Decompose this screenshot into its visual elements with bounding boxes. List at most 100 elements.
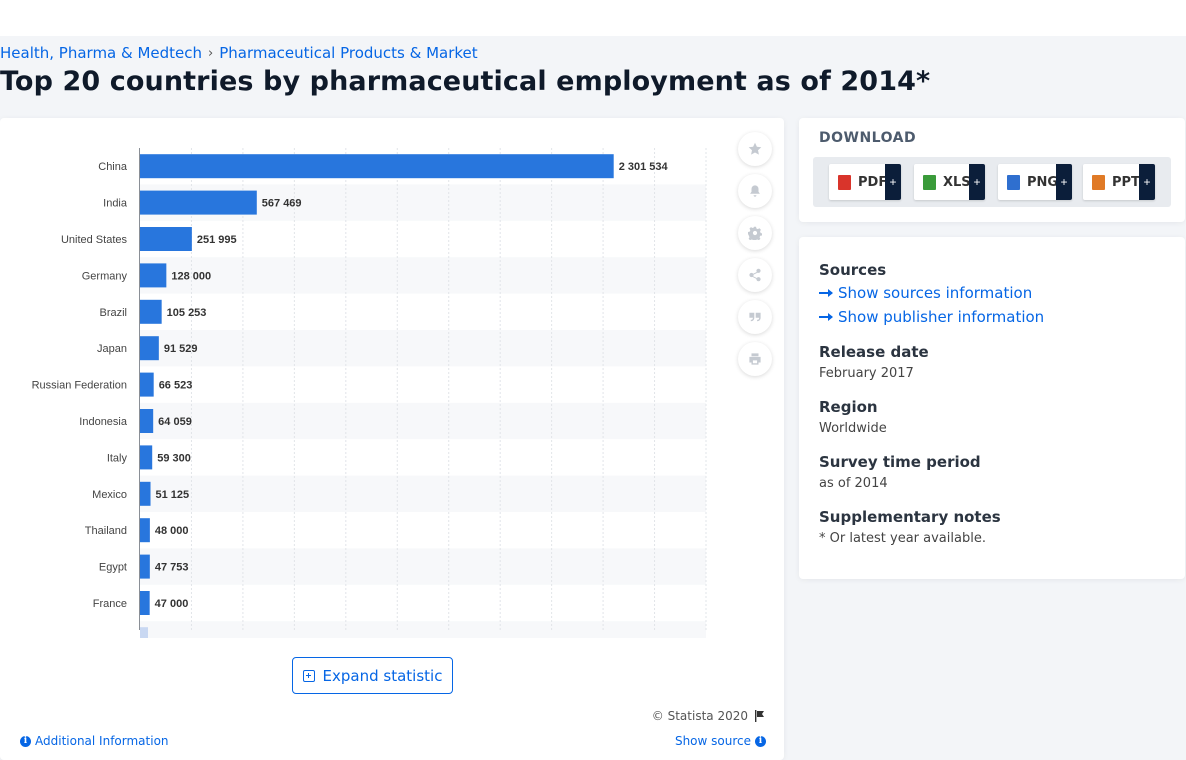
top-bar bbox=[0, 0, 1186, 36]
xls-file-icon bbox=[923, 174, 936, 190]
ppt-file-icon bbox=[1092, 174, 1105, 190]
row-band bbox=[140, 621, 706, 638]
chart-card: China 2 301 534 India 567 469 United States 2… bbox=[0, 118, 784, 760]
category-label: Japan bbox=[97, 343, 127, 355]
category-label: Italy bbox=[107, 452, 128, 464]
bar-china[interactable] bbox=[140, 154, 614, 179]
pdf-file-icon bbox=[838, 174, 851, 190]
png-file-icon bbox=[1007, 174, 1020, 190]
value-label: 2 301 534 bbox=[619, 161, 669, 173]
release-date-value: February 2017 bbox=[819, 366, 914, 381]
show-publisher-label: Show publisher information bbox=[838, 308, 1045, 326]
region-heading: Region bbox=[819, 398, 878, 416]
pdf-label: PDF bbox=[858, 174, 888, 190]
breadcrumb-separator: › bbox=[208, 45, 214, 61]
png-label: PNG bbox=[1027, 174, 1059, 190]
category-label: Mexico bbox=[92, 489, 127, 501]
copyright-text: © Statista 2020 bbox=[651, 709, 748, 723]
survey-period-heading: Survey time period bbox=[819, 453, 981, 471]
bar-egypt[interactable] bbox=[140, 554, 150, 579]
row-band bbox=[140, 548, 706, 585]
value-label: 47 753 bbox=[155, 562, 189, 574]
bar-mexico[interactable] bbox=[140, 481, 151, 506]
breadcrumb-link-health[interactable]: Health, Pharma & Medtech bbox=[0, 44, 203, 62]
value-label: 91 529 bbox=[164, 343, 198, 355]
category-label: Russian Federation bbox=[32, 380, 127, 392]
pdf-plus-icon[interactable]: + bbox=[885, 164, 901, 200]
value-label: 47 000 bbox=[155, 598, 189, 610]
bar-india[interactable] bbox=[140, 190, 257, 215]
quote-icon[interactable] bbox=[738, 300, 772, 334]
value-label: 128 000 bbox=[171, 270, 211, 282]
bar-italy[interactable] bbox=[140, 445, 153, 470]
show-publisher-link[interactable]: Show publisher information bbox=[819, 308, 1044, 326]
row-band bbox=[140, 257, 706, 294]
survey-period-value: as of 2014 bbox=[819, 476, 888, 491]
additional-information-label: Additional Information bbox=[35, 734, 169, 748]
bar-brazil[interactable] bbox=[140, 299, 162, 324]
download-card: DOWNLOAD PDF + XLS + PNG + PPT + bbox=[799, 118, 1185, 222]
download-title: DOWNLOAD bbox=[819, 130, 917, 146]
region-value: Worldwide bbox=[819, 421, 887, 436]
release-date-heading: Release date bbox=[819, 343, 929, 361]
download-ppt-button[interactable]: PPT + bbox=[1083, 164, 1155, 200]
category-label: United States bbox=[61, 234, 128, 246]
xls-label: XLS bbox=[943, 174, 971, 190]
value-label: 51 125 bbox=[156, 489, 190, 501]
flag-icon[interactable] bbox=[754, 710, 766, 722]
category-label: Thailand bbox=[85, 525, 127, 537]
bar-germany[interactable] bbox=[140, 263, 167, 288]
row-band bbox=[140, 402, 706, 440]
truncated-bar bbox=[140, 627, 148, 638]
bar-chart: China 2 301 534 India 567 469 United States 2… bbox=[32, 148, 707, 638]
copyright: © Statista 2020 bbox=[652, 709, 766, 723]
info-icon: i bbox=[755, 735, 766, 747]
breadcrumb-link-pharma[interactable]: Pharmaceutical Products & Market bbox=[219, 44, 478, 62]
bar-france[interactable] bbox=[140, 591, 150, 615]
bar-united-states[interactable] bbox=[140, 227, 192, 251]
page-title: Top 20 countries by pharmaceutical emplo… bbox=[0, 66, 931, 97]
bar-thailand[interactable] bbox=[140, 518, 150, 543]
gear-icon[interactable] bbox=[738, 216, 772, 250]
expand-icon bbox=[302, 669, 315, 682]
statistic-details-card: Sources Show sources information Show pu… bbox=[799, 237, 1185, 579]
category-label: France bbox=[93, 598, 127, 610]
category-label: China bbox=[98, 161, 128, 173]
value-label: 567 469 bbox=[262, 198, 302, 210]
show-sources-label: Show sources information bbox=[838, 284, 1033, 302]
download-png-button[interactable]: PNG + bbox=[998, 164, 1072, 200]
show-source-link[interactable]: Show source i bbox=[675, 734, 766, 748]
value-label: 48 000 bbox=[155, 525, 189, 537]
value-label: 59 300 bbox=[157, 452, 191, 464]
value-label: 251 995 bbox=[197, 234, 237, 246]
category-label: Egypt bbox=[99, 562, 127, 574]
value-label: 66 523 bbox=[159, 380, 193, 392]
breadcrumb: Health, Pharma & Medtech › Pharmaceutica… bbox=[0, 44, 478, 62]
show-source-label: Show source bbox=[674, 734, 751, 748]
ppt-plus-icon[interactable]: + bbox=[1139, 164, 1155, 200]
print-icon[interactable] bbox=[738, 342, 772, 376]
xls-plus-icon[interactable]: + bbox=[969, 164, 985, 200]
star-icon[interactable] bbox=[738, 132, 772, 166]
bell-icon[interactable] bbox=[738, 174, 772, 208]
download-pdf-button[interactable]: PDF + bbox=[829, 164, 901, 200]
share-icon[interactable] bbox=[738, 258, 772, 292]
additional-information-link[interactable]: i Additional Information bbox=[20, 734, 169, 748]
supplementary-notes-value: * Or latest year available. bbox=[819, 531, 986, 546]
expand-statistic-label: Expand statistic bbox=[322, 666, 443, 685]
bar-indonesia[interactable] bbox=[140, 409, 154, 433]
download-buttons: PDF + XLS + PNG + PPT + bbox=[813, 157, 1171, 207]
value-label: 105 253 bbox=[167, 307, 207, 319]
expand-statistic-button[interactable]: Expand statistic bbox=[292, 657, 453, 694]
arrow-right-icon bbox=[819, 289, 833, 297]
show-sources-link[interactable]: Show sources information bbox=[819, 284, 1032, 302]
category-label: India bbox=[103, 198, 128, 210]
png-plus-icon[interactable]: + bbox=[1056, 164, 1072, 200]
download-xls-button[interactable]: XLS + bbox=[914, 164, 985, 200]
bar-russian-federation[interactable] bbox=[140, 372, 154, 397]
bar-japan[interactable] bbox=[140, 336, 159, 361]
ppt-label: PPT bbox=[1112, 174, 1140, 190]
category-label: Brazil bbox=[99, 307, 127, 319]
category-label: Indonesia bbox=[79, 416, 128, 428]
chart-tools bbox=[738, 132, 772, 384]
